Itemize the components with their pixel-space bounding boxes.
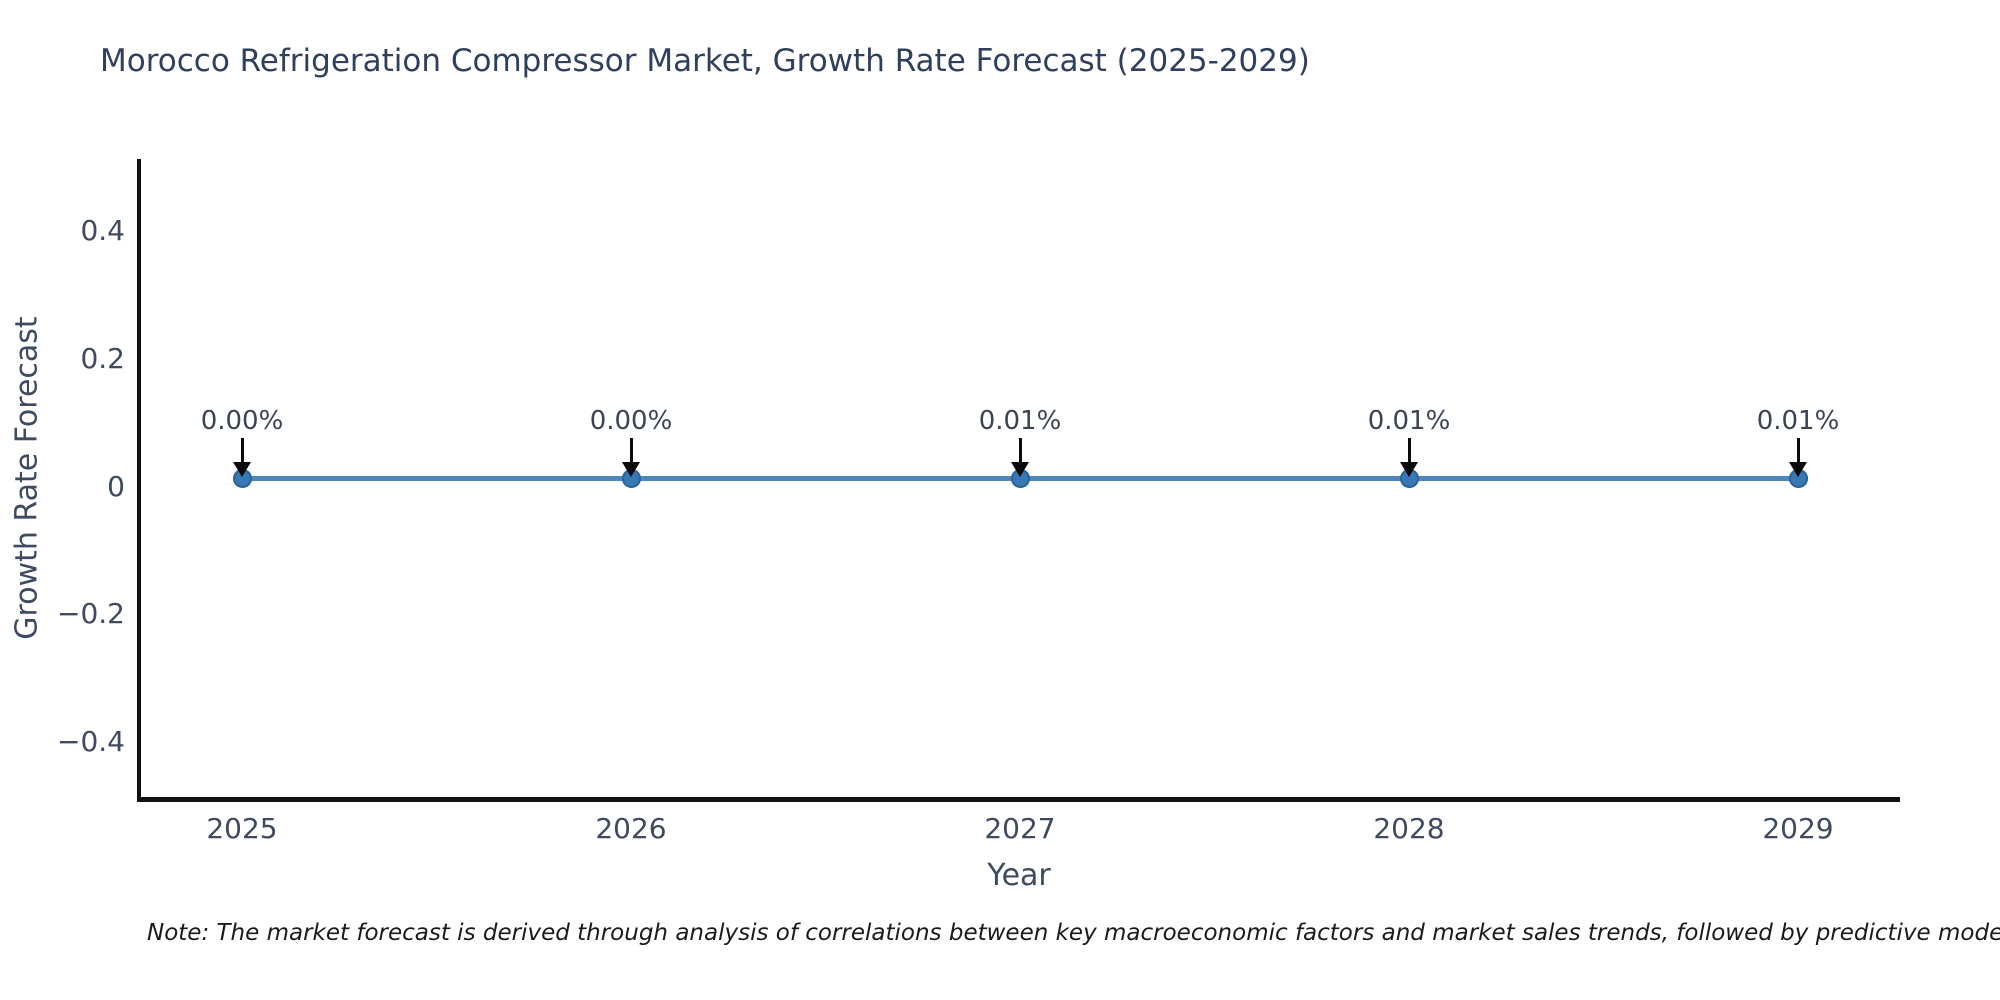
y-tick-label: 0 <box>107 469 125 503</box>
annotation-arrow-stem <box>629 438 633 464</box>
y-tick-label: 0.4 <box>80 214 125 247</box>
annotation-arrow-stem <box>1018 438 1022 464</box>
annotation-arrow-head <box>1400 462 1418 477</box>
annotation-arrow-stem <box>1796 438 1800 464</box>
annotation-arrow-head <box>622 462 640 477</box>
annotation-arrow-stem <box>240 438 244 464</box>
annotation-arrow-stem <box>1407 438 1411 464</box>
y-tick-label: 0.2 <box>80 341 125 375</box>
footnote: Note: The market forecast is derived thr… <box>147 920 2000 946</box>
x-tick-label: 2028 <box>1373 812 1445 845</box>
x-axis-title: Year <box>987 858 1051 893</box>
annotation-arrow-head <box>1789 462 1807 477</box>
x-tick-label: 2026 <box>595 812 667 845</box>
point-annotation-label: 0.01% <box>1367 406 1451 436</box>
y-axis-spine <box>137 159 141 802</box>
point-annotation-label: 0.00% <box>200 406 284 436</box>
point-annotation-label: 0.01% <box>978 406 1062 436</box>
point-annotation-label: 0.01% <box>1756 406 1840 436</box>
chart-title: Morocco Refrigeration Compressor Market,… <box>100 43 1310 79</box>
annotation-arrow-head <box>1011 462 1029 477</box>
x-axis-spine <box>137 797 1900 802</box>
annotation-arrow-head <box>233 462 251 477</box>
x-tick-label: 2025 <box>206 812 278 845</box>
x-tick-label: 2027 <box>984 812 1056 845</box>
point-annotation-label: 0.00% <box>589 406 673 436</box>
y-tick-label: −0.2 <box>57 597 125 631</box>
x-tick-label: 2029 <box>1762 812 1834 845</box>
y-tick-label: −0.4 <box>57 725 125 758</box>
